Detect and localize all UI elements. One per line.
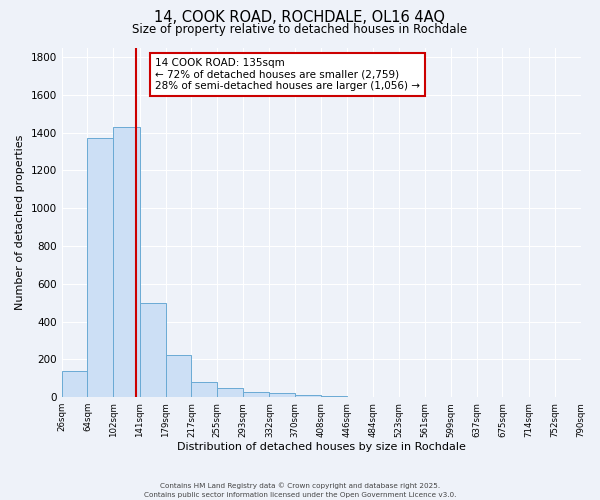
Bar (166, 354, 191, 397)
Y-axis label: Number of detached properties: Number of detached properties (15, 134, 25, 310)
Bar (191, 382, 217, 397)
Bar (113, 127, 140, 397)
Bar (243, 392, 269, 397)
Text: Size of property relative to detached houses in Rochdale: Size of property relative to detached ho… (133, 22, 467, 36)
X-axis label: Distribution of detached houses by size in Rochdale: Distribution of detached houses by size … (176, 442, 466, 452)
Bar (88, 138, 113, 397)
Text: Contains public sector information licensed under the Open Government Licence v3: Contains public sector information licen… (144, 492, 456, 498)
Bar (62, 370, 88, 397)
Text: 14, COOK ROAD, ROCHDALE, OL16 4AQ: 14, COOK ROAD, ROCHDALE, OL16 4AQ (155, 10, 445, 25)
Bar (321, 396, 347, 397)
Text: 14 COOK ROAD: 135sqm
← 72% of detached houses are smaller (2,759)
28% of semi-de: 14 COOK ROAD: 135sqm ← 72% of detached h… (155, 58, 420, 91)
Bar (295, 396, 321, 397)
Bar (140, 302, 166, 397)
Text: Contains HM Land Registry data © Crown copyright and database right 2025.: Contains HM Land Registry data © Crown c… (160, 482, 440, 489)
Bar (269, 394, 295, 397)
Bar (217, 388, 243, 397)
